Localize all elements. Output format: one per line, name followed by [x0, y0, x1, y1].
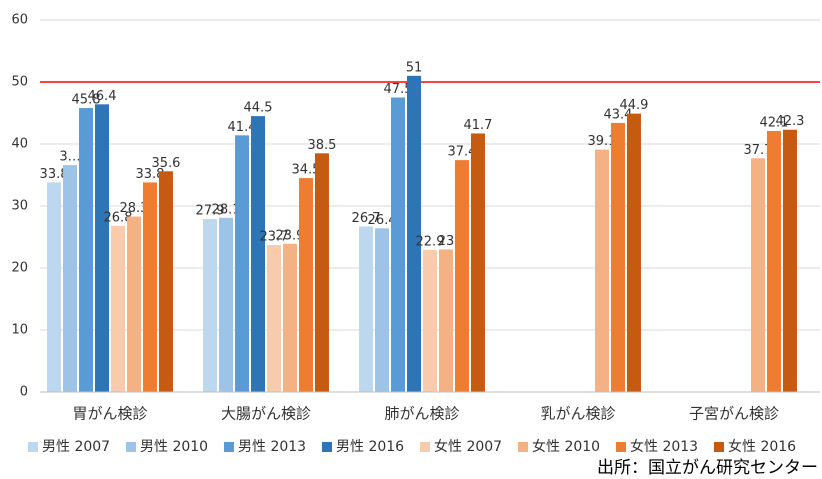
bar: [407, 75, 421, 393]
bar: [470, 133, 485, 392]
x-tick-label: 大腸がん検診: [221, 405, 311, 423]
data-label: 37.4: [447, 145, 476, 160]
bar: [47, 182, 62, 392]
bar: [766, 130, 781, 393]
data-label: 44.9: [619, 98, 648, 113]
legend-label: 男性 2016: [336, 439, 404, 455]
bar: [375, 228, 390, 392]
data-label: 3…: [59, 150, 80, 165]
bar: [79, 108, 94, 392]
y-tick-label: 60: [11, 13, 28, 28]
data-label: 44.5: [244, 101, 273, 116]
x-tick-label: 胃がん検診: [72, 405, 147, 423]
legend-label: 女性 2007: [434, 438, 502, 455]
bar: [391, 97, 406, 392]
legend-label: 男性 2007: [42, 439, 110, 455]
data-label: 35.6: [151, 156, 180, 171]
bar: [626, 113, 641, 393]
bar: [219, 217, 234, 392]
bar: [267, 245, 281, 392]
legend-label: 女性 2010: [532, 438, 600, 455]
source: 出所：国立がん研究センター: [597, 458, 818, 478]
bar: [782, 129, 797, 393]
bar: [750, 158, 765, 392]
bar: [142, 182, 157, 392]
bar: [158, 171, 173, 392]
bar: [359, 226, 374, 392]
data-label: 33.8: [40, 167, 69, 182]
y-tick-label: 0: [20, 385, 28, 400]
bar: [235, 135, 250, 392]
data-label: 28.1: [212, 202, 241, 217]
x-tick-label: 乳がん検診: [540, 405, 615, 423]
data-label: 45.8: [72, 93, 101, 108]
bar: [126, 216, 141, 392]
x-tick-label: 子宮がん検診: [689, 405, 779, 423]
bar: [454, 160, 469, 392]
bar: [203, 219, 218, 392]
legend-swatch: [420, 442, 430, 452]
data-label: 37.7: [744, 143, 773, 158]
data-label: 41.7: [463, 118, 492, 133]
data-label: 46.4: [88, 89, 117, 104]
legend-label: 男性 2013: [238, 439, 306, 455]
data-label: 33.8: [135, 167, 164, 182]
y-tick-label: 40: [11, 137, 28, 152]
data-label: 26.4: [368, 213, 397, 228]
bar: [423, 250, 437, 392]
data-label: 26.8: [104, 210, 133, 225]
data-label: 51: [406, 60, 423, 75]
bar: [251, 116, 265, 392]
data-label: 42.3: [775, 114, 804, 129]
data-label: 41.4: [228, 120, 257, 135]
data-label: 38.5: [307, 138, 336, 153]
x-tick-label: 肺がん検診: [384, 405, 459, 423]
y-tick-label: 20: [11, 261, 28, 276]
data-label: 22.9: [416, 235, 445, 250]
legend-swatch: [322, 442, 332, 452]
legend-swatch: [126, 442, 136, 452]
legend-label: 男性 2010: [140, 439, 208, 455]
bar: [282, 243, 297, 392]
bar: [438, 249, 453, 392]
bar: [610, 122, 625, 393]
legend-swatch: [714, 442, 724, 452]
bar: [314, 153, 329, 392]
data-label: 23: [438, 234, 455, 249]
bar: [63, 165, 78, 392]
legend-label: 女性 2013: [630, 438, 698, 455]
data-label: 28.3: [120, 201, 149, 216]
y-tick-label: 30: [11, 199, 28, 214]
bar: [95, 104, 109, 392]
data-label: 39.1: [588, 134, 617, 149]
legend-swatch: [616, 442, 626, 452]
data-label: 23.7: [260, 230, 289, 245]
legend-label: 女性 2016: [728, 438, 796, 455]
data-label: 43.4: [603, 107, 632, 122]
data-label: 34.5: [291, 163, 320, 178]
bar: [594, 149, 609, 392]
data-label: 26.7: [352, 211, 381, 226]
legend-swatch: [224, 442, 234, 452]
data-label: 47.5: [384, 82, 413, 97]
legend-swatch: [518, 442, 528, 452]
legend-swatch: [28, 442, 38, 452]
data-label: 27.9: [196, 204, 225, 219]
data-label: 42.1: [759, 115, 788, 130]
y-tick-label: 50: [11, 75, 28, 90]
bar: [111, 225, 125, 392]
data-label: 23.9: [276, 228, 305, 243]
y-tick-label: 10: [11, 323, 28, 338]
bar: [298, 178, 313, 392]
